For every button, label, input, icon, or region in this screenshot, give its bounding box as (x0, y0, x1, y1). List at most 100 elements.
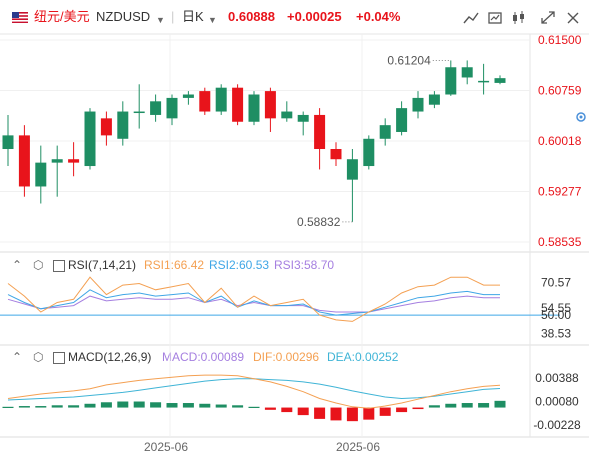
macd-value: MACD:0.00089 (162, 350, 245, 364)
macd-bar (346, 407, 358, 422)
candle-body (199, 91, 211, 112)
candle-body (330, 149, 342, 160)
line-chart-icon (463, 12, 479, 24)
macd-bar (281, 407, 293, 413)
macd-bar (215, 404, 227, 408)
rsi-tick-label: 70.57 (541, 276, 571, 290)
dea-value: DEA:0.00252 (327, 350, 399, 364)
candle-body (51, 159, 63, 163)
period-dropdown-icon[interactable]: ▼ (208, 15, 217, 25)
macd-bar (396, 407, 408, 413)
candle-body (166, 97, 178, 119)
macd-bar (68, 405, 80, 408)
candle-body (445, 67, 457, 95)
candle-body (182, 94, 194, 98)
indicator-icon (488, 12, 502, 24)
period-label[interactable]: 日K (182, 9, 204, 24)
candle-body (314, 114, 326, 150)
candlestick-icon (513, 11, 524, 24)
macd-bar (478, 403, 490, 408)
last-price: 0.60888 (228, 9, 275, 24)
macd-bar (264, 407, 276, 410)
candle-body (428, 94, 440, 105)
macd-bar (100, 402, 112, 408)
macd-bar (84, 403, 96, 408)
symbol-dropdown-icon[interactable]: ▼ (156, 15, 165, 25)
close-icon (567, 12, 579, 24)
macd-bar (428, 405, 440, 408)
macd-bar (297, 407, 309, 416)
macd-bar (379, 407, 391, 416)
fullscreen-button[interactable] (537, 8, 559, 28)
candle-body (68, 159, 80, 163)
close-button[interactable] (562, 8, 584, 28)
macd-tick-label: -0.00228 (533, 418, 581, 432)
low-price-label: 0.58832 (297, 215, 341, 229)
macd-bar (314, 407, 326, 419)
candle-body (100, 118, 112, 136)
rsi-tick-label: 54.55 (541, 301, 571, 315)
macd-bar (51, 405, 63, 408)
chart-header: 纽元/美元 NZDUSD ▼ | 日K ▼ 0.60888 +0.00025 +… (0, 0, 589, 34)
settings-icon[interactable]: ⬡ (33, 350, 44, 364)
macd-bar (248, 406, 260, 408)
candle-body (18, 135, 30, 187)
candle-style-button[interactable] (508, 8, 530, 28)
candle-body (478, 80, 490, 83)
rsi-header: ⌃ ⬡ RSI(7,14,21) RSI1:66.42 RSI2:60.53 R… (0, 256, 540, 274)
candle-body (133, 111, 145, 114)
pair-cn-name[interactable]: 纽元/美元 (34, 9, 90, 24)
rsi2-value: RSI2:60.53 (209, 258, 270, 272)
macd-tick-label: 0.00388 (535, 371, 579, 385)
candle-body (494, 78, 506, 83)
price-tick-label: 0.61500 (538, 33, 582, 47)
macd-box-icon (53, 352, 65, 364)
us-flag-icon (12, 11, 28, 23)
collapse-icon[interactable]: ⌃ (12, 258, 23, 272)
rsi3-line (7, 295, 500, 313)
dif-value: DIF:0.00296 (253, 350, 320, 364)
macd-bar (330, 407, 342, 421)
candle-body (232, 87, 244, 122)
macd-bar (445, 403, 457, 408)
rsi-tick-label: 50.00 (541, 308, 571, 322)
macd-bar (35, 406, 47, 408)
settings-side-icon[interactable] (574, 108, 588, 126)
rsi-tick-label: 38.53 (541, 326, 571, 340)
macd-tick-label: 0.00080 (535, 395, 579, 409)
candle-body (117, 111, 129, 139)
candle-body (297, 114, 309, 122)
separator: | (171, 9, 175, 24)
price-tick-label: 0.60018 (538, 134, 582, 148)
settings-icon[interactable]: ⬡ (33, 258, 44, 272)
high-price-label: 0.61204 (387, 53, 431, 67)
macd-bar (494, 400, 506, 408)
x-tick-label: 2025-06 (144, 440, 188, 454)
candle-body (461, 67, 473, 78)
candle-body (363, 138, 375, 167)
macd-bar (150, 402, 162, 408)
price-change: +0.00025 (287, 9, 342, 24)
symbol-name[interactable]: NZDUSD (96, 9, 151, 24)
rsi3-value: RSI3:58.70 (274, 258, 335, 272)
macd-bar (133, 401, 145, 408)
collapse-icon[interactable]: ⌃ (12, 350, 23, 364)
macd-bar (182, 403, 194, 408)
price-tick-label: 0.59277 (538, 184, 582, 198)
candle-body (412, 97, 424, 112)
macd-bar (18, 406, 30, 408)
candle-body (248, 94, 260, 122)
candle-body (2, 135, 14, 150)
rsi1-value: RSI1:66.42 (144, 258, 205, 272)
macd-bar (461, 403, 473, 408)
candle-body (84, 111, 96, 167)
indicator-button[interactable] (484, 8, 506, 28)
chart-type-button[interactable] (460, 8, 482, 28)
rsi-box-icon (53, 260, 65, 272)
dif-line (7, 374, 501, 409)
candle-body (215, 87, 227, 112)
candle-body (35, 162, 47, 187)
rsi1-line (7, 276, 500, 322)
candle-body (150, 101, 162, 115)
